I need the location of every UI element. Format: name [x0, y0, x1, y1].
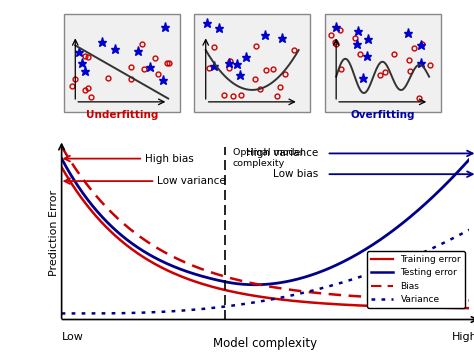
Text: Overfitting: Overfitting: [350, 109, 415, 120]
Bar: [64, 14, 180, 112]
Text: Low variance: Low variance: [157, 176, 226, 186]
Y-axis label: Prediction Error: Prediction Error: [49, 190, 59, 276]
Text: High: High: [452, 332, 474, 342]
Bar: [325, 14, 441, 112]
Text: Underfitting: Underfitting: [86, 109, 158, 120]
Bar: [194, 14, 310, 112]
Text: Low bias: Low bias: [273, 169, 319, 179]
Text: Optimal model
complexity: Optimal model complexity: [233, 148, 303, 168]
Legend: Training error, Testing error, Bias, Variance: Training error, Testing error, Bias, Var…: [367, 251, 465, 308]
Text: Low: Low: [62, 332, 83, 342]
Text: High variance: High variance: [246, 148, 319, 158]
Text: Model complexity: Model complexity: [213, 337, 318, 350]
Text: High bias: High bias: [145, 154, 194, 164]
